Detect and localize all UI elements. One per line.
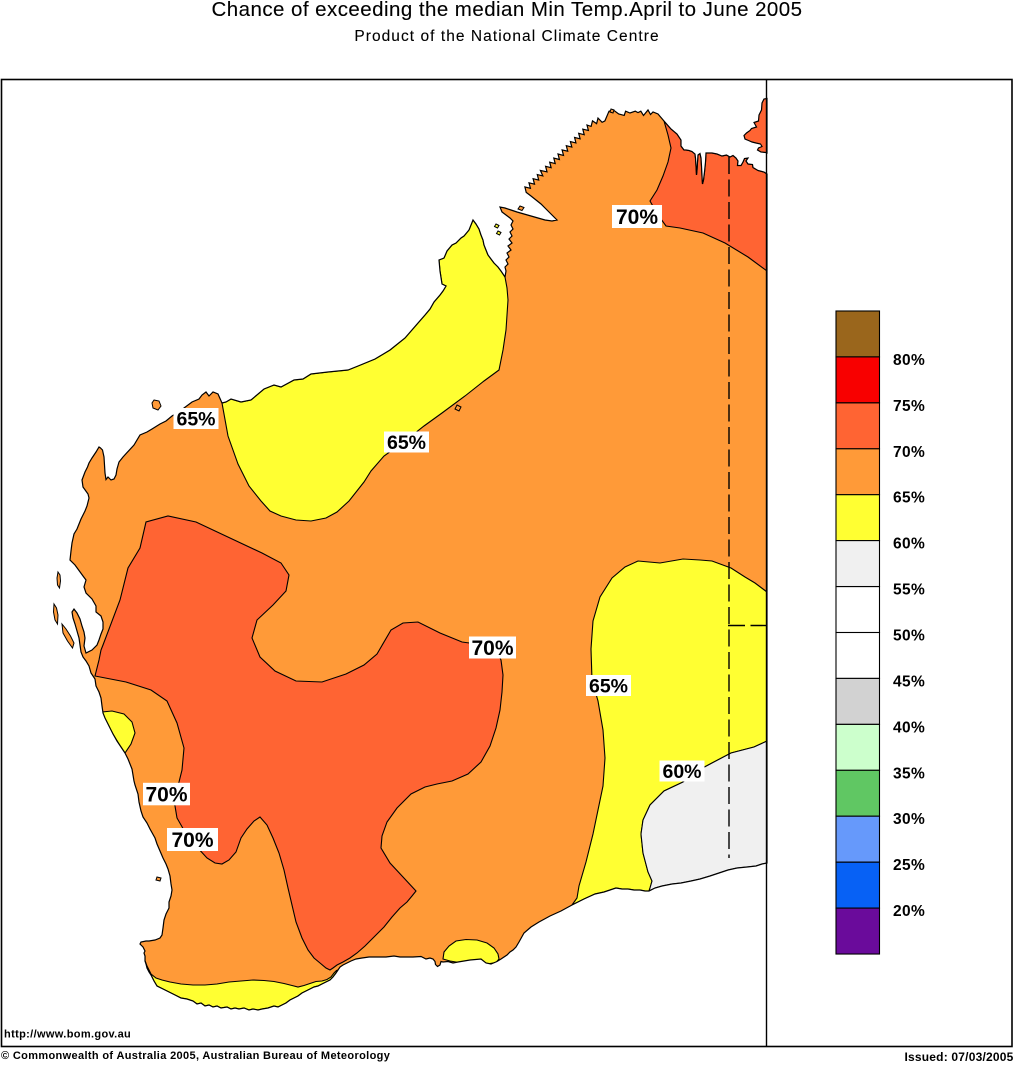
svg-text:70%: 70% — [893, 444, 925, 461]
svg-text:65%: 65% — [893, 490, 925, 507]
svg-text:55%: 55% — [893, 582, 925, 599]
svg-text:35%: 35% — [893, 765, 925, 782]
svg-text:70%: 70% — [471, 637, 513, 660]
svg-text:20%: 20% — [893, 903, 925, 920]
svg-text:70%: 70% — [616, 206, 658, 229]
svg-text:30%: 30% — [893, 811, 925, 828]
svg-text:40%: 40% — [893, 719, 925, 736]
svg-text:60%: 60% — [662, 761, 701, 783]
svg-text:75%: 75% — [893, 398, 925, 415]
svg-text:80%: 80% — [893, 352, 925, 369]
svg-text:65%: 65% — [387, 432, 426, 454]
svg-text:70%: 70% — [171, 829, 213, 852]
svg-text:65%: 65% — [176, 409, 215, 431]
svg-text:25%: 25% — [893, 857, 925, 874]
svg-text:70%: 70% — [145, 784, 187, 807]
svg-text:50%: 50% — [893, 628, 925, 645]
svg-text:45%: 45% — [893, 673, 925, 690]
svg-text:http://www.bom.gov.au: http://www.bom.gov.au — [4, 1029, 131, 1041]
svg-text:60%: 60% — [893, 536, 925, 553]
svg-text:65%: 65% — [589, 676, 628, 698]
